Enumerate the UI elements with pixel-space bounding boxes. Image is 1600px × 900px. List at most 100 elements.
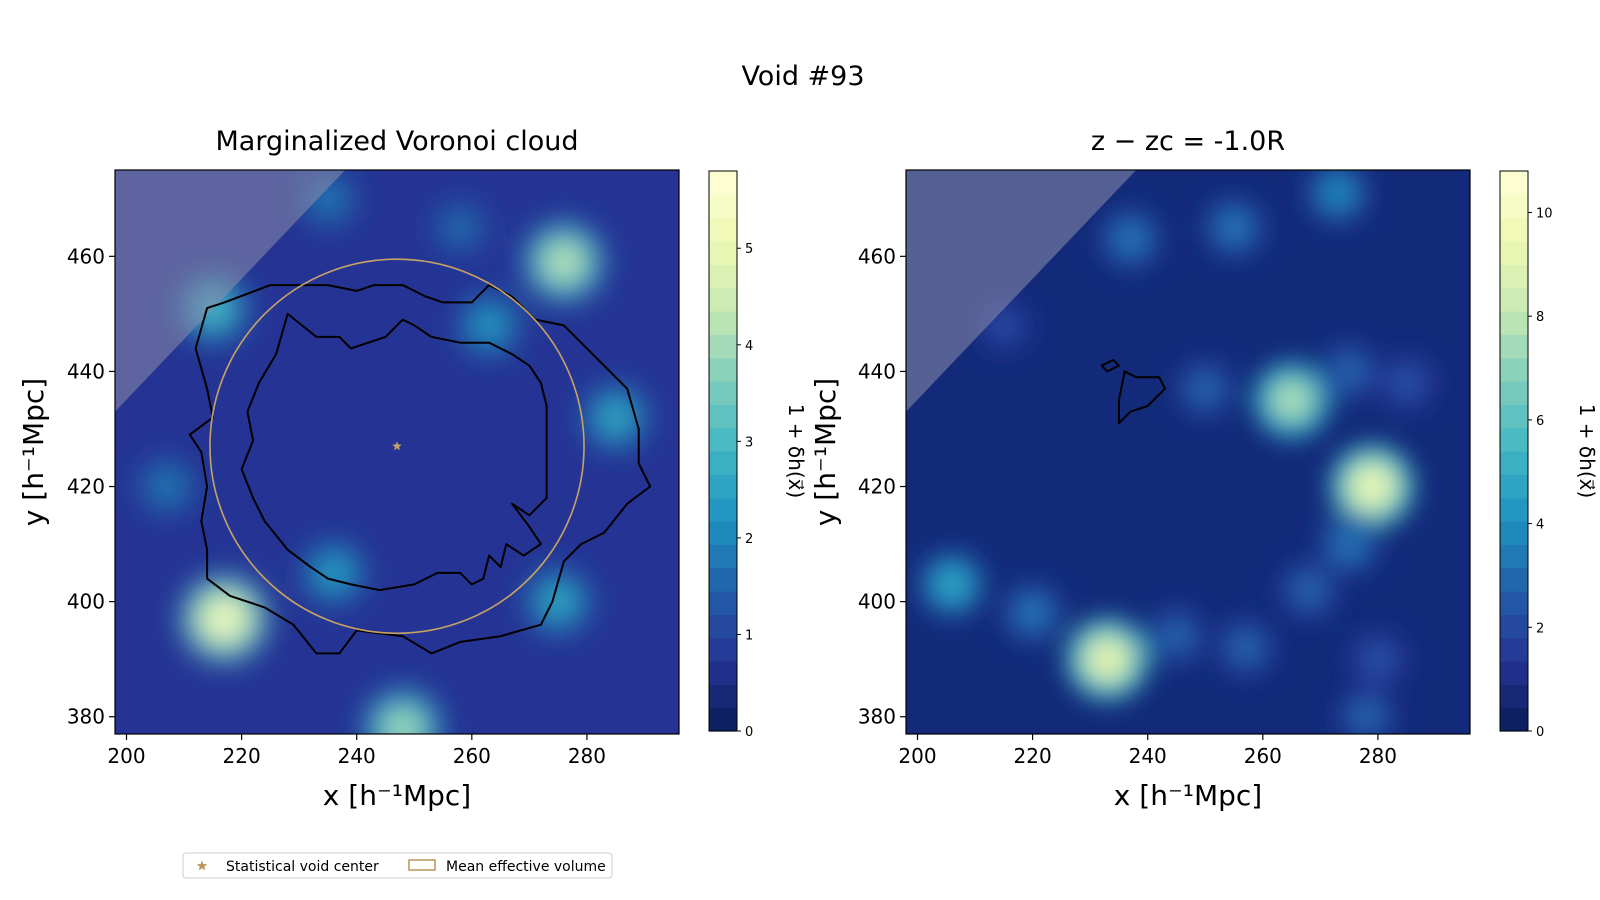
colorbar-band [1500, 334, 1528, 359]
colorbar-tick-label: 0 [745, 725, 753, 740]
contour-line [188, 284, 652, 655]
density-core [1024, 604, 1042, 622]
x-axis-label: x [h⁻¹Mpc] [1114, 779, 1262, 812]
colorbar-band [709, 614, 737, 639]
y-axis: 380 400 420 440 460 [858, 244, 906, 729]
y-axis: 380 400 420 440 460 [67, 244, 115, 729]
colorbar-band [709, 661, 737, 685]
colorbar-tick-label: 1 [745, 628, 753, 643]
colorbar-band [709, 591, 737, 615]
colorbar-band [1500, 567, 1528, 592]
density-core [319, 190, 337, 208]
colorbar-band [1500, 591, 1528, 615]
colorbar-tick-label: 4 [745, 339, 753, 354]
density-core [1300, 581, 1318, 599]
density-core [606, 407, 626, 427]
density-core [1358, 708, 1375, 726]
colorbar-label: 1 + δh(x⃗) [1575, 404, 1599, 499]
density-core [158, 477, 176, 496]
density-core [1340, 363, 1358, 380]
colorbar-band [709, 567, 737, 592]
x-tick-label: 240 [338, 744, 376, 768]
density-core [1121, 230, 1140, 248]
legend: Statistical void center Mean effective v… [182, 852, 613, 879]
masked-region [115, 170, 346, 412]
colorbar-tick-label: 0 [1536, 725, 1544, 740]
y-tick-label: 380 [858, 705, 896, 729]
colorbar-band [1500, 497, 1528, 522]
colorbar-band [1500, 474, 1528, 499]
colorbar-frame [708, 170, 738, 732]
colorbar: 0 2 4 6 8 10 1 + δh(x⃗) [1499, 170, 1599, 740]
x-tick-label: 280 [568, 744, 606, 768]
colorbar-band [1500, 217, 1528, 242]
colorbar-band [709, 637, 737, 662]
y-tick-label: 380 [67, 705, 105, 729]
contour-line [240, 312, 548, 592]
colorbar-band [1500, 451, 1528, 475]
colorbar-band [1500, 661, 1528, 685]
colorbar-band [709, 311, 737, 335]
colorbar-band [709, 264, 737, 289]
colorbar-band [709, 521, 737, 545]
density-core [324, 563, 343, 583]
masked-region [906, 170, 1137, 412]
density-core [1280, 389, 1303, 412]
density-core [552, 250, 576, 274]
contour-line [1117, 370, 1166, 425]
colorbar-band [1500, 381, 1528, 405]
panel-title: z − zc = -1.0R [1091, 126, 1285, 157]
colorbar-band [709, 497, 737, 522]
density-core [1196, 380, 1214, 398]
x-axis: 200 220 240 260 280 [107, 734, 606, 768]
y-tick-label: 460 [67, 244, 105, 268]
y-tick-label: 420 [858, 475, 896, 499]
y-axis-label: y [h⁻¹Mpc] [17, 378, 50, 526]
colorbar-band [709, 334, 737, 359]
colorbar-band [709, 544, 737, 569]
x-tick-label: 260 [453, 744, 491, 768]
colorbar-tick-label: 5 [745, 242, 753, 257]
panel-slice: z − zc = -1.0R 200 220 240 260 280 380 400 420… [809, 126, 1599, 812]
density-core [1398, 374, 1415, 391]
y-tick-label: 440 [67, 359, 105, 383]
colorbar-band [1500, 521, 1528, 545]
density-core [942, 574, 962, 594]
x-axis-label: x [h⁻¹Mpc] [323, 779, 471, 812]
axes-frame [114, 169, 680, 735]
panel-marginalized-voronoi: Marginalized Voronoi cloud 200 220 240 260 2… [17, 126, 808, 812]
density-core [1340, 535, 1358, 553]
colorbar-band [1500, 287, 1528, 312]
colorbar-frame [1499, 170, 1529, 732]
mean-effective-volume-circle [209, 258, 585, 635]
x-tick-label: 280 [1359, 744, 1397, 768]
x-axis: 200 220 240 260 280 [898, 734, 1397, 768]
x-tick-label: 220 [223, 744, 261, 768]
colorbar-tick-label: 2 [745, 532, 753, 547]
y-tick-label: 400 [67, 590, 105, 614]
y-tick-label: 420 [67, 475, 105, 499]
y-tick-label: 400 [858, 590, 896, 614]
y-axis-label: y [h⁻¹Mpc] [809, 378, 842, 526]
density-core [212, 606, 237, 632]
colorbar-band [1500, 427, 1528, 452]
colorbar-band [709, 404, 737, 429]
colorbar-band [1500, 171, 1528, 195]
colorbar-band [1500, 637, 1528, 662]
colorbar-tick-label: 10 [1536, 206, 1553, 221]
legend-frame [182, 852, 613, 879]
colorbar-band [1500, 241, 1528, 265]
figure-title: Void #93 [741, 61, 864, 92]
y-tick-label: 440 [858, 359, 896, 383]
density-core [1369, 651, 1386, 668]
density-core [995, 317, 1012, 334]
x-tick-label: 220 [1014, 744, 1052, 768]
y-tick-label: 460 [858, 244, 896, 268]
colorbar-band [1500, 684, 1528, 709]
rectangle-icon [408, 859, 436, 871]
colorbar-band [709, 171, 737, 195]
density-core [479, 316, 499, 335]
colorbar-tick-label: 4 [1536, 518, 1544, 533]
colorbar-band [1500, 311, 1528, 335]
